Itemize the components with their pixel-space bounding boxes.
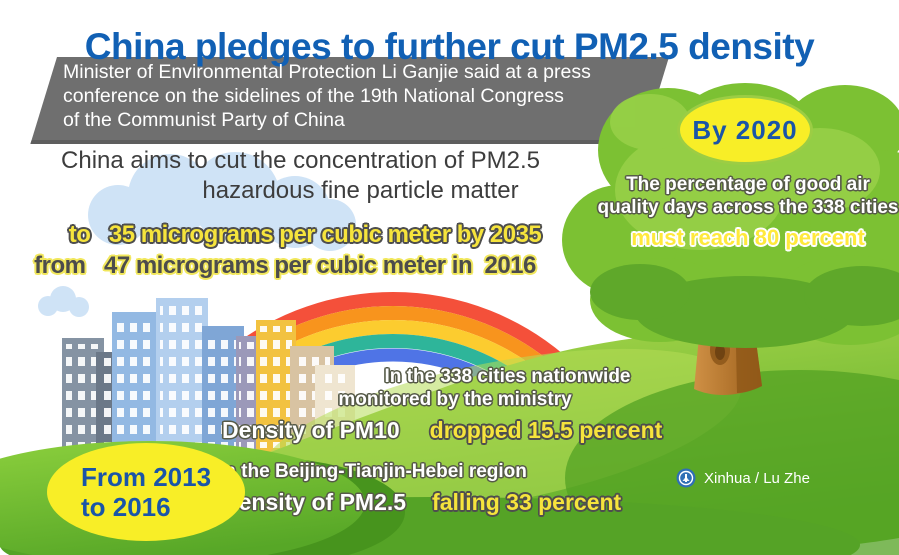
target-2035-line: to 35 micrograms per cubic meter by 2035 (68, 221, 542, 248)
nationwide-intro-line1: In the 338 cities nationwide (384, 366, 631, 387)
baseline-2016-line: from 47 micrograms per cubic meter in 20… (34, 252, 536, 279)
period-badge: From 2013 to 2016 (47, 443, 245, 541)
pm25-stat-row: Density of PM2.5 falling 33 percent (222, 489, 621, 516)
nationwide-intro-line2: monitored by the ministry (338, 389, 572, 410)
period-line1: From 2013 (81, 462, 212, 492)
goal-line3: must reach 80 percent (631, 225, 865, 250)
statement-line2: hazardous fine particle matter (202, 177, 519, 204)
period-line2: to 2016 (81, 492, 171, 522)
by-2020-badge: By 2020 (677, 95, 813, 165)
pm10-value: dropped 15.5 percent (429, 417, 663, 443)
banner-line: Minister of Environmental Protection Li … (63, 61, 591, 83)
banner: Minister of Environmental Protection Li … (63, 60, 591, 132)
banner-line: conference on the sidelines of the 19th … (63, 85, 564, 107)
page-title: China pledges to further cut PM2.5 densi… (84, 25, 815, 67)
air-quality-goal: The percentage of good air quality days … (593, 173, 899, 249)
pm10-stat-row: Density of PM10 dropped 15.5 percent (222, 417, 662, 444)
banner-line: of the Communist Party of China (63, 109, 345, 131)
credit: Xinhua / Lu Zhe (676, 468, 810, 488)
pm25-value: falling 33 percent (432, 489, 622, 515)
pm25-metric: Density of PM2.5 (222, 489, 407, 515)
statement-line1: China aims to cut the concentration of P… (61, 147, 540, 174)
xinhua-logo (676, 468, 696, 488)
hill-shade-right (565, 370, 899, 555)
credit-text: Xinhua / Lu Zhe (704, 469, 810, 487)
goal-line2: quality days across the 338 cities (597, 197, 899, 218)
region-intro: In the Beijing-Tianjin-Hebei region (219, 461, 527, 482)
by-2020-label: By 2020 (692, 114, 798, 145)
pm10-metric: Density of PM10 (222, 417, 400, 443)
tree-trunk (694, 291, 762, 396)
statement: China aims to cut the concentration of P… (28, 146, 573, 206)
goal-line1: The percentage of good air (626, 174, 870, 195)
cloud-small (38, 286, 89, 317)
